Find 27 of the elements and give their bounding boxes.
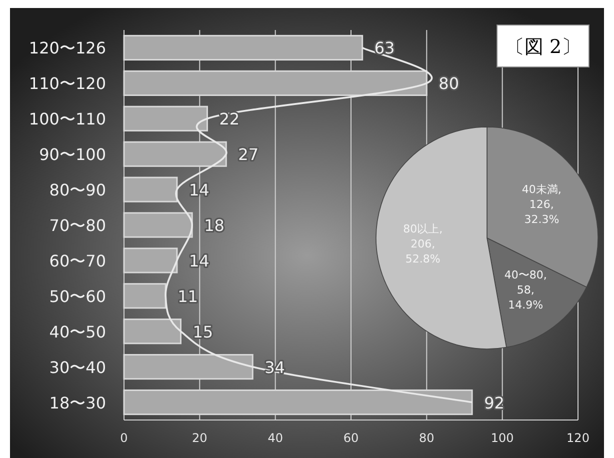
y-tick-label: 80〜90 xyxy=(49,180,106,200)
data-label: 11 xyxy=(178,286,198,306)
x-tick-label: 20 xyxy=(192,431,208,445)
y-tick-label: 18〜30 xyxy=(49,393,106,412)
data-label: 40〜80, 58, 14.9% xyxy=(504,268,547,312)
data-label: 18 xyxy=(204,216,224,235)
y-tick-label: 30〜40 xyxy=(49,358,106,377)
x-tick-label: 120 xyxy=(566,431,590,445)
annotation: 〔図 2〕 xyxy=(505,36,581,58)
y-tick-label: 60〜70 xyxy=(49,251,106,270)
y-tick-label: 110〜120 xyxy=(28,74,106,94)
data-label: 63 xyxy=(374,38,395,58)
x-tick-label: 0 xyxy=(120,431,128,445)
y-tick-label: 50〜60 xyxy=(49,286,106,306)
data-label: 80 xyxy=(438,74,460,94)
x-tick-label: 100 xyxy=(490,431,514,445)
data-label: 27 xyxy=(238,145,259,164)
y-tick-label: 100〜110 xyxy=(28,110,106,129)
data-label: 22 xyxy=(219,110,240,129)
y-tick-label: 120〜126 xyxy=(28,38,106,58)
y-tick-label: 40〜50 xyxy=(49,322,106,342)
x-tick-label: 80 xyxy=(419,431,434,445)
x-tick-label: 40 xyxy=(268,431,283,445)
data-label: 40未満, 126, 32.3% xyxy=(522,183,562,226)
y-tick-label: 90〜100 xyxy=(39,145,106,164)
y-tick-label: 70〜80 xyxy=(49,216,106,235)
x-tick-label: 60 xyxy=(343,431,359,445)
